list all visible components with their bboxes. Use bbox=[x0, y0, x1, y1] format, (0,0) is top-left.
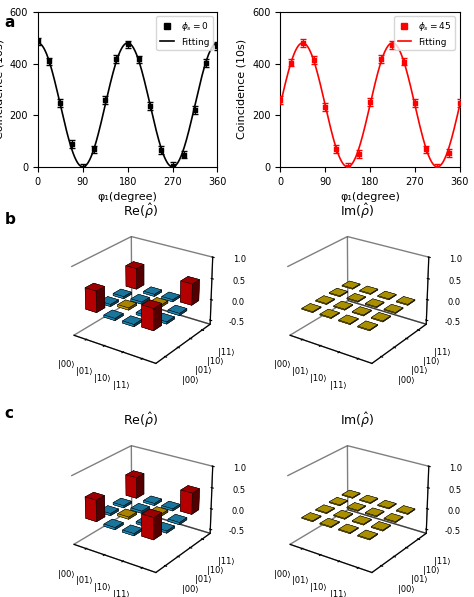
Title: Im($\hat{\rho}$): Im($\hat{\rho}$) bbox=[340, 411, 374, 430]
Point bbox=[434, 163, 441, 173]
Point bbox=[135, 54, 143, 64]
Point bbox=[333, 144, 340, 153]
Point bbox=[422, 144, 430, 154]
Point bbox=[310, 55, 318, 64]
Point bbox=[180, 150, 188, 159]
Legend: $\phi_s=0$, Fitting: $\phi_s=0$, Fitting bbox=[156, 17, 213, 50]
X-axis label: φ₁(degree): φ₁(degree) bbox=[98, 192, 158, 202]
Point bbox=[445, 149, 452, 158]
Point bbox=[276, 95, 284, 104]
Point bbox=[68, 139, 75, 149]
Point bbox=[101, 95, 109, 104]
Point bbox=[202, 58, 210, 67]
Point bbox=[191, 106, 199, 115]
Point bbox=[124, 39, 131, 49]
Point bbox=[299, 38, 307, 48]
Point bbox=[400, 57, 408, 66]
Point bbox=[46, 57, 53, 66]
Title: Im($\hat{\rho}$): Im($\hat{\rho}$) bbox=[340, 202, 374, 221]
Point bbox=[214, 41, 221, 51]
Text: c: c bbox=[5, 406, 14, 421]
Point bbox=[355, 149, 363, 159]
Text: a: a bbox=[5, 15, 15, 30]
Point bbox=[344, 162, 351, 171]
Point bbox=[366, 97, 374, 106]
Point bbox=[411, 99, 419, 108]
Point bbox=[377, 54, 385, 64]
Y-axis label: Coincidence (10s): Coincidence (10s) bbox=[237, 39, 246, 140]
Text: b: b bbox=[5, 212, 16, 227]
Point bbox=[389, 40, 396, 50]
Y-axis label: Coincidence (10s): Coincidence (10s) bbox=[0, 39, 4, 140]
Legend: $\phi_s=45$, Fitting: $\phi_s=45$, Fitting bbox=[394, 17, 455, 50]
X-axis label: φ₁(degree): φ₁(degree) bbox=[340, 192, 400, 202]
Point bbox=[113, 54, 120, 63]
Point bbox=[169, 161, 176, 171]
Title: Re($\hat{\rho}$): Re($\hat{\rho}$) bbox=[123, 411, 158, 430]
Point bbox=[34, 36, 42, 46]
Point bbox=[146, 101, 154, 111]
Point bbox=[288, 58, 295, 67]
Point bbox=[321, 103, 329, 112]
Point bbox=[79, 163, 87, 173]
Point bbox=[157, 145, 165, 155]
Title: Re($\hat{\rho}$): Re($\hat{\rho}$) bbox=[123, 202, 158, 221]
Point bbox=[456, 99, 464, 108]
Point bbox=[56, 98, 64, 107]
Point bbox=[90, 144, 98, 154]
